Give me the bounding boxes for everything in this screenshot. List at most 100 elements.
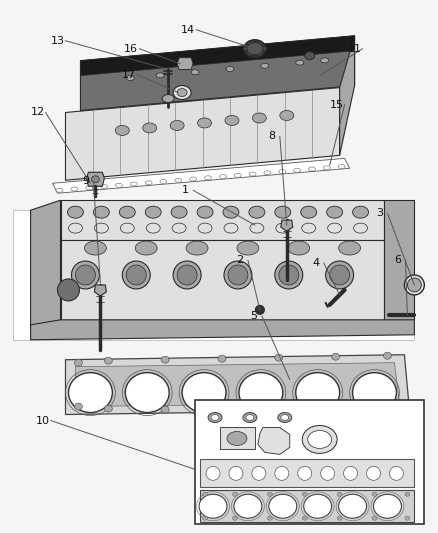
Ellipse shape xyxy=(101,184,108,189)
Ellipse shape xyxy=(305,52,314,60)
Ellipse shape xyxy=(205,176,212,180)
Text: 10: 10 xyxy=(35,416,49,425)
Bar xyxy=(195,400,424,524)
Ellipse shape xyxy=(104,405,112,412)
Ellipse shape xyxy=(321,58,328,63)
Ellipse shape xyxy=(343,466,357,480)
Ellipse shape xyxy=(275,261,303,289)
Text: 14: 14 xyxy=(181,25,195,35)
Ellipse shape xyxy=(74,359,82,366)
Ellipse shape xyxy=(278,413,292,423)
Ellipse shape xyxy=(276,223,290,233)
Ellipse shape xyxy=(267,516,272,520)
Ellipse shape xyxy=(156,73,164,78)
Ellipse shape xyxy=(186,241,208,255)
Ellipse shape xyxy=(244,40,266,58)
Ellipse shape xyxy=(162,94,174,102)
Ellipse shape xyxy=(407,278,421,292)
Ellipse shape xyxy=(250,223,264,233)
Ellipse shape xyxy=(92,176,99,183)
Ellipse shape xyxy=(367,466,381,480)
Polygon shape xyxy=(60,240,385,320)
Ellipse shape xyxy=(119,206,135,218)
Ellipse shape xyxy=(389,466,403,480)
Text: 12: 12 xyxy=(31,108,45,117)
Ellipse shape xyxy=(384,410,392,417)
Polygon shape xyxy=(385,200,414,320)
Ellipse shape xyxy=(126,265,146,285)
Ellipse shape xyxy=(384,352,392,359)
Ellipse shape xyxy=(247,52,254,56)
Ellipse shape xyxy=(405,492,410,496)
Polygon shape xyxy=(81,36,355,76)
Polygon shape xyxy=(200,490,414,522)
Ellipse shape xyxy=(275,206,291,218)
Ellipse shape xyxy=(252,113,266,123)
Ellipse shape xyxy=(264,171,271,175)
Ellipse shape xyxy=(321,466,335,480)
Polygon shape xyxy=(281,220,293,231)
Ellipse shape xyxy=(302,516,307,520)
Ellipse shape xyxy=(202,516,208,520)
Ellipse shape xyxy=(71,261,99,289)
Ellipse shape xyxy=(374,494,401,518)
Ellipse shape xyxy=(161,406,169,413)
Ellipse shape xyxy=(68,373,112,413)
Ellipse shape xyxy=(372,492,377,496)
Ellipse shape xyxy=(330,265,350,285)
Ellipse shape xyxy=(353,373,396,413)
Ellipse shape xyxy=(197,206,213,218)
Ellipse shape xyxy=(198,118,212,128)
Ellipse shape xyxy=(199,494,227,518)
Polygon shape xyxy=(31,320,414,340)
Ellipse shape xyxy=(275,466,289,480)
Ellipse shape xyxy=(171,206,187,218)
Polygon shape xyxy=(81,36,355,110)
Ellipse shape xyxy=(95,223,108,233)
Ellipse shape xyxy=(126,76,134,80)
Ellipse shape xyxy=(281,415,289,421)
Ellipse shape xyxy=(256,52,262,56)
Ellipse shape xyxy=(338,165,345,168)
Ellipse shape xyxy=(301,206,317,218)
Text: 6: 6 xyxy=(394,255,401,265)
Ellipse shape xyxy=(218,407,226,414)
Text: 17: 17 xyxy=(122,70,136,79)
Text: 1: 1 xyxy=(182,185,189,195)
Ellipse shape xyxy=(224,223,238,233)
Ellipse shape xyxy=(161,356,169,363)
Ellipse shape xyxy=(243,47,249,51)
Ellipse shape xyxy=(293,168,300,172)
Ellipse shape xyxy=(172,223,186,233)
Polygon shape xyxy=(60,200,385,240)
Ellipse shape xyxy=(56,188,63,192)
Ellipse shape xyxy=(224,261,252,289)
Text: 16: 16 xyxy=(124,44,138,54)
Ellipse shape xyxy=(353,223,367,233)
Ellipse shape xyxy=(233,492,237,496)
Ellipse shape xyxy=(86,186,93,190)
Ellipse shape xyxy=(116,183,122,187)
Ellipse shape xyxy=(327,206,343,218)
Ellipse shape xyxy=(233,516,237,520)
Ellipse shape xyxy=(405,516,410,520)
Polygon shape xyxy=(13,210,414,340)
Ellipse shape xyxy=(177,265,197,285)
Ellipse shape xyxy=(308,431,332,448)
Text: 8: 8 xyxy=(268,132,276,141)
Ellipse shape xyxy=(249,172,256,176)
Ellipse shape xyxy=(326,261,353,289)
Ellipse shape xyxy=(296,60,304,65)
Ellipse shape xyxy=(175,178,182,182)
Ellipse shape xyxy=(323,166,330,170)
Ellipse shape xyxy=(125,373,169,413)
Ellipse shape xyxy=(332,409,339,416)
Ellipse shape xyxy=(234,494,262,518)
Ellipse shape xyxy=(206,466,220,480)
Text: 15: 15 xyxy=(330,100,344,109)
Ellipse shape xyxy=(190,177,197,181)
Polygon shape xyxy=(66,87,339,180)
Ellipse shape xyxy=(130,182,137,186)
Ellipse shape xyxy=(202,492,208,496)
Ellipse shape xyxy=(67,206,83,218)
